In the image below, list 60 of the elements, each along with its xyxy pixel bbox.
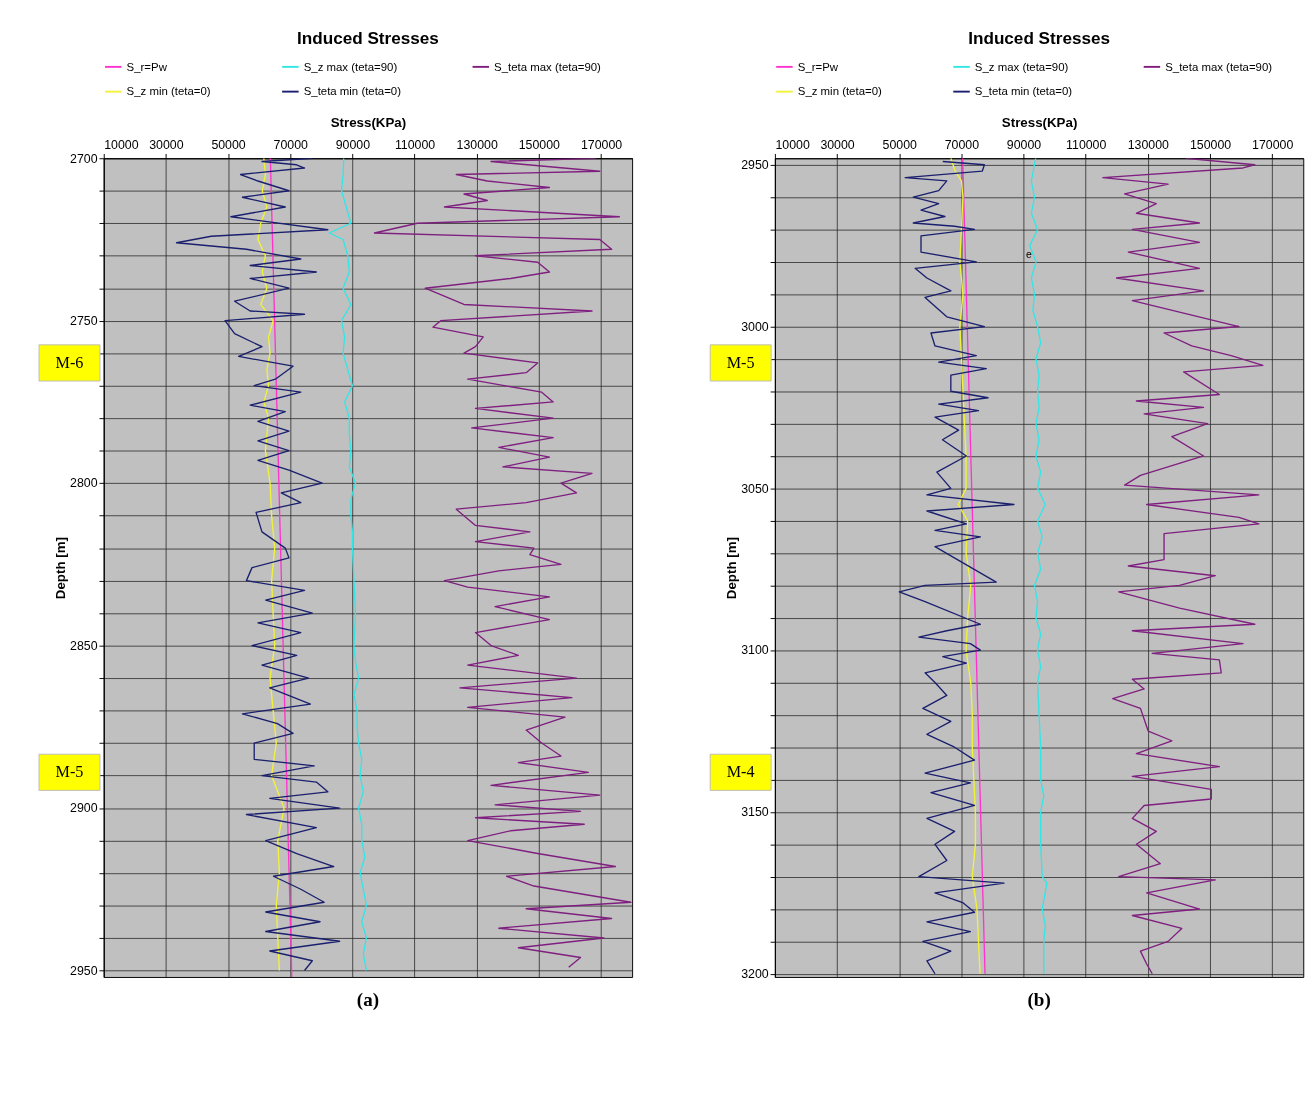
line-series xyxy=(175,158,341,972)
x-tick-label: 110000 xyxy=(1066,138,1107,153)
x-tick-label: 150000 xyxy=(1189,138,1232,153)
x-tick-label: 90000 xyxy=(1006,138,1042,153)
x-tick-label: 70000 xyxy=(273,138,309,153)
chart-title: Induced Stresses xyxy=(968,28,1111,49)
line-series xyxy=(257,158,285,972)
y-tick-label: 2950 xyxy=(741,158,769,173)
y-axis-title: Depth [m] xyxy=(53,537,69,600)
y-tick-label: 2950 xyxy=(70,963,98,978)
chart-title: Induced Stresses xyxy=(297,28,439,49)
y-tick-label: 2900 xyxy=(70,801,98,816)
annotation: e xyxy=(1025,249,1032,261)
text: M-5 xyxy=(55,763,84,781)
y-tick-label: 3100 xyxy=(741,643,769,658)
x-tick-label: 30000 xyxy=(820,138,855,153)
line-series xyxy=(950,158,981,975)
line-series xyxy=(1102,158,1264,975)
legend-label: S_teta max (teta=90) xyxy=(494,60,602,73)
x-axis-title: Stress(KPa) xyxy=(1001,115,1078,131)
y-tick-label: 2800 xyxy=(70,476,98,491)
legend-label: S_teta min (teta=0) xyxy=(974,85,1073,98)
text: (a) xyxy=(356,989,380,1012)
x-tick-label: 130000 xyxy=(456,138,498,153)
text: M-4 xyxy=(726,763,755,781)
x-tick-label: 170000 xyxy=(1252,138,1294,153)
y-tick-label: 2850 xyxy=(70,638,98,653)
x-tick-label: 10000 xyxy=(104,138,139,153)
y-tick-label: 3150 xyxy=(741,805,769,820)
line-series xyxy=(328,158,368,972)
y-axis-title: Depth [m] xyxy=(724,537,740,600)
text: M-6 xyxy=(55,353,84,371)
x-tick-label: 10000 xyxy=(775,138,810,153)
x-axis-title: Stress(KPa) xyxy=(330,115,407,131)
y-tick-label: 3050 xyxy=(741,481,769,496)
x-tick-label: 50000 xyxy=(882,138,918,153)
y-tick-label: 3000 xyxy=(741,319,769,334)
legend-label: S_r=Pw xyxy=(797,60,839,73)
x-tick-label: 130000 xyxy=(1127,138,1170,153)
legend-label: S_z min (teta=0) xyxy=(126,85,211,98)
x-tick-label: 90000 xyxy=(335,138,371,153)
legend-label: S_teta min (teta=0) xyxy=(303,85,402,98)
x-tick-label: 70000 xyxy=(944,138,980,153)
y-tick-label: 2750 xyxy=(70,313,98,328)
line-series xyxy=(898,160,1015,975)
legend-label: S_r=Pw xyxy=(126,60,168,73)
legend-label: S_z max (teta=90) xyxy=(974,60,1069,73)
y-tick-label: 2700 xyxy=(70,151,98,166)
y-tick-label: 3200 xyxy=(741,967,769,982)
legend-label: S_z min (teta=0) xyxy=(797,85,882,98)
legend-label: S_teta max (teta=90) xyxy=(1165,60,1273,73)
x-tick-label: 110000 xyxy=(394,138,436,153)
legend-label: S_z max (teta=90) xyxy=(303,60,398,73)
x-tick-label: 50000 xyxy=(211,138,246,153)
line-series xyxy=(373,158,632,968)
x-tick-label: 170000 xyxy=(580,138,623,153)
text: M-5 xyxy=(726,353,755,371)
x-tick-label: 150000 xyxy=(518,138,561,153)
x-tick-label: 30000 xyxy=(149,138,184,153)
text: (b) xyxy=(1027,989,1051,1012)
